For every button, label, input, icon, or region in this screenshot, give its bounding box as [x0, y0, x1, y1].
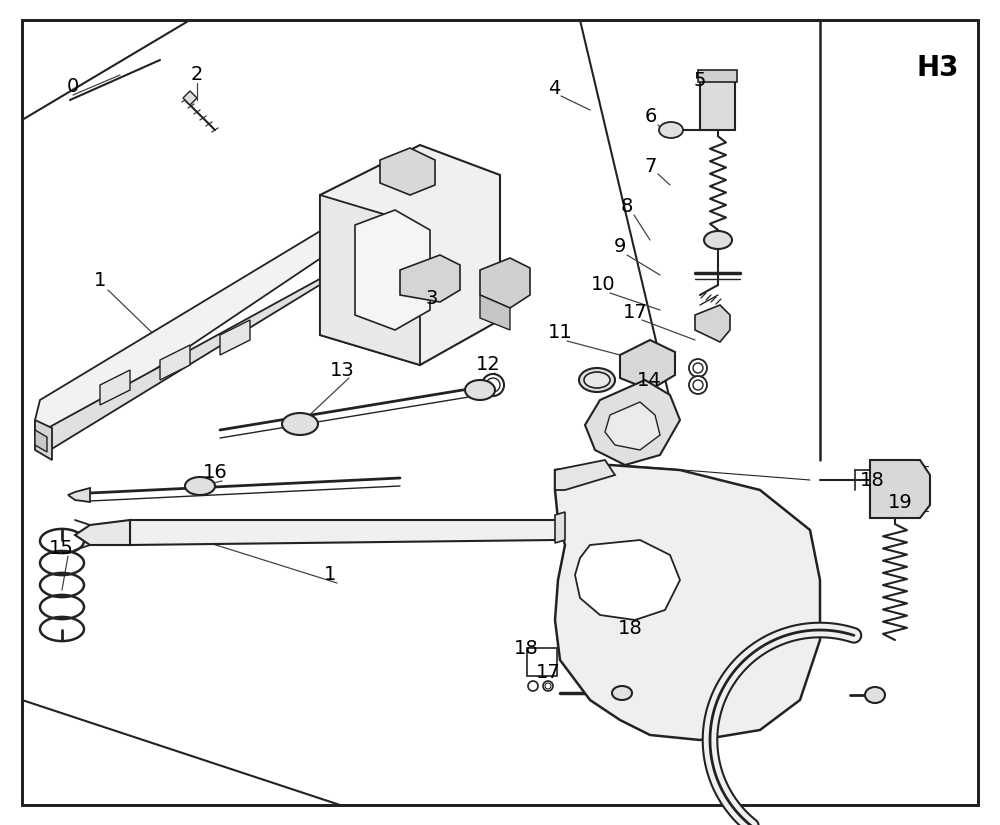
- Circle shape: [543, 681, 553, 691]
- Text: 1: 1: [324, 565, 336, 584]
- Text: H3: H3: [917, 54, 959, 82]
- Text: 4: 4: [548, 78, 560, 97]
- Text: 13: 13: [330, 361, 354, 380]
- Polygon shape: [555, 460, 615, 490]
- Polygon shape: [480, 258, 530, 308]
- Text: 11: 11: [548, 323, 572, 342]
- Text: 10: 10: [591, 276, 615, 295]
- Polygon shape: [555, 512, 565, 543]
- Text: 6: 6: [645, 107, 657, 126]
- Polygon shape: [35, 430, 47, 452]
- Circle shape: [528, 681, 538, 691]
- Polygon shape: [380, 148, 435, 195]
- Polygon shape: [870, 460, 930, 518]
- Polygon shape: [35, 195, 400, 440]
- Ellipse shape: [612, 686, 632, 700]
- Ellipse shape: [865, 687, 885, 703]
- Text: 1: 1: [94, 271, 106, 290]
- Text: 7: 7: [645, 157, 657, 176]
- Text: 19: 19: [888, 493, 912, 512]
- Polygon shape: [183, 91, 197, 105]
- Polygon shape: [160, 345, 190, 380]
- Ellipse shape: [465, 380, 495, 400]
- Text: 15: 15: [49, 539, 73, 558]
- Circle shape: [693, 363, 703, 373]
- Text: 17: 17: [536, 662, 560, 681]
- Text: 18: 18: [514, 639, 538, 658]
- Text: 14: 14: [637, 370, 661, 389]
- Circle shape: [693, 380, 703, 390]
- Polygon shape: [620, 340, 675, 390]
- Text: 5: 5: [694, 70, 706, 89]
- Circle shape: [486, 378, 500, 392]
- Polygon shape: [35, 235, 400, 450]
- Text: 8: 8: [621, 197, 633, 216]
- Text: 12: 12: [476, 356, 500, 375]
- Circle shape: [689, 359, 707, 377]
- Text: 17: 17: [623, 303, 647, 322]
- Polygon shape: [575, 540, 680, 620]
- Polygon shape: [220, 320, 250, 355]
- Text: 16: 16: [203, 464, 227, 483]
- Polygon shape: [320, 145, 500, 365]
- Polygon shape: [605, 402, 660, 450]
- Polygon shape: [695, 305, 730, 342]
- Polygon shape: [320, 195, 420, 365]
- Polygon shape: [355, 210, 430, 330]
- Text: 2: 2: [191, 65, 203, 84]
- Ellipse shape: [579, 368, 615, 392]
- Polygon shape: [585, 380, 680, 465]
- Circle shape: [545, 683, 551, 689]
- Polygon shape: [700, 80, 735, 130]
- Polygon shape: [698, 70, 737, 82]
- Text: 9: 9: [614, 238, 626, 257]
- Polygon shape: [68, 488, 90, 502]
- Ellipse shape: [185, 477, 215, 495]
- Text: 18: 18: [618, 620, 642, 639]
- Ellipse shape: [282, 413, 318, 435]
- Text: 18: 18: [860, 470, 884, 489]
- Ellipse shape: [584, 372, 610, 388]
- Polygon shape: [555, 465, 820, 740]
- Polygon shape: [100, 370, 130, 405]
- Polygon shape: [400, 255, 460, 302]
- Polygon shape: [35, 420, 52, 460]
- Circle shape: [482, 374, 504, 396]
- Text: 0: 0: [67, 78, 79, 97]
- Polygon shape: [130, 520, 560, 545]
- Text: 3: 3: [426, 289, 438, 308]
- Polygon shape: [480, 295, 510, 330]
- Ellipse shape: [659, 122, 683, 138]
- Polygon shape: [75, 520, 130, 545]
- Ellipse shape: [704, 231, 732, 249]
- Circle shape: [689, 376, 707, 394]
- Bar: [527, 648, 557, 676]
